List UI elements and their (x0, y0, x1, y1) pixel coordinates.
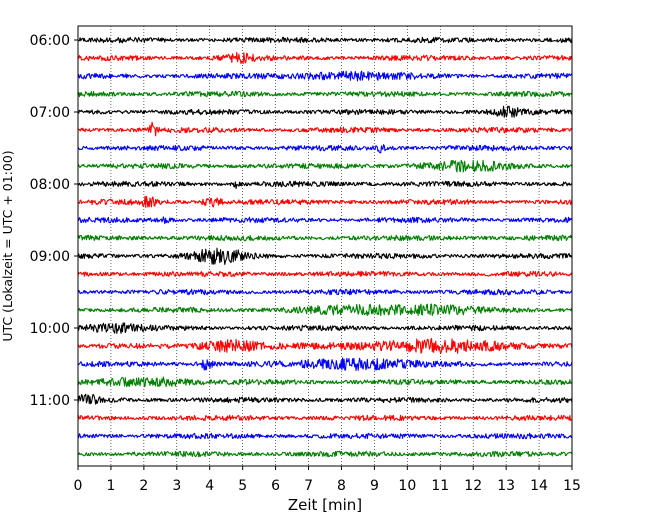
y-axis-ticks: 06:00 07:00 08:00 09:00 10:00 11:00 (30, 33, 78, 409)
seismogram-trace (77, 337, 573, 354)
y-tick-label: 09:00 (30, 249, 70, 265)
seismogram-trace (77, 70, 573, 82)
seismogram-trace (77, 159, 573, 173)
y-tick-label: 07:00 (30, 105, 70, 121)
seismogram-trace (77, 414, 573, 422)
seismogram-trace (77, 432, 573, 440)
x-tick-label: 2 (139, 478, 148, 494)
seismogram-trace (77, 322, 573, 334)
y-tick-label: 11:00 (30, 393, 70, 409)
seismogram-trace (77, 90, 573, 98)
x-tick-label: 5 (238, 478, 247, 494)
y-axis-label: UTC (Lokalzeit = UTC + 01:00) (0, 150, 15, 341)
seismogram-trace (77, 180, 573, 190)
seismogram-trace (77, 144, 573, 154)
x-axis-label: Zeit [min] (288, 496, 362, 514)
y-tick-label: 10:00 (30, 321, 70, 337)
y-tick-label: 06:00 (30, 33, 70, 49)
seismogram-trace (77, 376, 573, 388)
x-tick-label: 12 (464, 478, 482, 494)
seismogram-trace (77, 234, 573, 242)
x-tick-label: 3 (172, 478, 181, 494)
seismogram-trace (77, 105, 573, 118)
seismogram-trace (77, 36, 573, 44)
seismogram-trace (77, 393, 573, 405)
seismogram-trace (77, 270, 573, 278)
x-tick-label: 0 (74, 478, 83, 494)
seismogram-trace (77, 288, 573, 296)
seismogram-traces (77, 36, 573, 458)
plot-frame (77, 25, 573, 467)
x-axis-ticks: 0 1 2 3 4 5 6 7 8 9 10 11 12 13 14 15 (74, 466, 581, 494)
seismogram-trace (77, 51, 573, 65)
x-tick-label: 1 (106, 478, 115, 494)
seismogram-trace (77, 303, 573, 317)
seismogram-trace (77, 121, 573, 137)
x-tick-label: 15 (563, 478, 581, 494)
x-tick-label: 4 (205, 478, 214, 494)
x-tick-label: 10 (398, 478, 416, 494)
x-tick-label: 9 (370, 478, 379, 494)
seismogram-trace (77, 450, 573, 458)
x-tick-label: 14 (530, 478, 548, 494)
x-tick-label: 6 (271, 478, 280, 494)
seismogram-trace (77, 247, 573, 265)
seismogram-trace (77, 216, 573, 225)
y-tick-label: 08:00 (30, 177, 70, 193)
seismogram-trace (77, 357, 573, 372)
x-tick-label: 13 (497, 478, 515, 494)
x-gridlines (110, 26, 540, 466)
seismogram-trace (77, 195, 573, 208)
x-tick-label: 11 (431, 478, 449, 494)
x-tick-label: 7 (304, 478, 313, 494)
x-tick-label: 8 (337, 478, 346, 494)
